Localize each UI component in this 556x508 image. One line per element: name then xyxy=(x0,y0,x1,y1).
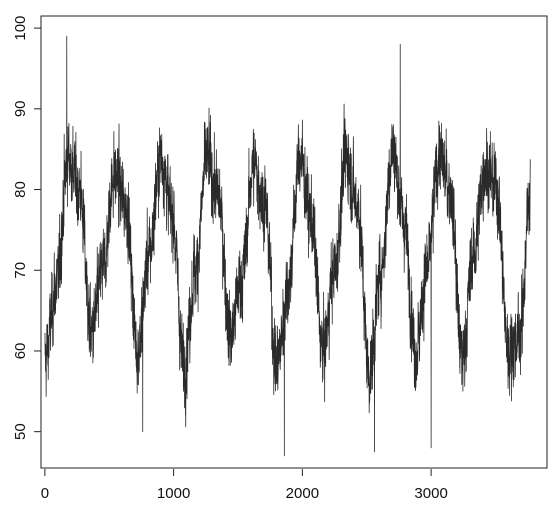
x-tick-label: 2000 xyxy=(286,485,319,502)
series-line-group xyxy=(44,35,531,457)
plot-frame xyxy=(40,15,548,469)
x-tick-label: 3000 xyxy=(414,485,447,502)
y-tick-label: 70 xyxy=(12,262,29,279)
y-tick-label: 60 xyxy=(12,343,29,360)
series-line xyxy=(44,35,531,457)
x-axis: 0 1000 2000 3000 xyxy=(41,469,448,502)
y-tick-label: 50 xyxy=(12,423,29,440)
x-tick-label: 1000 xyxy=(157,485,190,502)
y-tick-label: 90 xyxy=(12,100,29,117)
y-tick-label: 100 xyxy=(12,16,29,41)
y-axis: 50 60 70 80 90 100 xyxy=(12,16,41,440)
y-tick-label: 80 xyxy=(12,181,29,198)
x-tick-label: 0 xyxy=(41,485,49,502)
